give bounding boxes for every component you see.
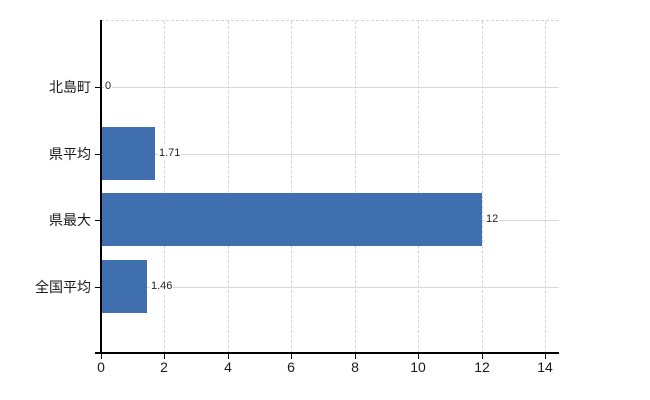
x-tick-label: 4 (224, 359, 232, 375)
y-axis-line (100, 20, 102, 354)
y-tick (95, 220, 101, 221)
x-tick (228, 354, 229, 359)
plot-top-border (101, 20, 559, 21)
value-label: 1.71 (158, 147, 182, 160)
y-tick (95, 287, 101, 288)
v-gridline (291, 21, 292, 353)
x-tick-label: 6 (287, 359, 295, 375)
x-tick (355, 354, 356, 359)
value-label: 12 (485, 213, 500, 226)
h-gridline (101, 87, 559, 88)
x-tick-label: 14 (537, 359, 553, 375)
x-tick (164, 354, 165, 359)
category-label: 北島町 (49, 79, 91, 95)
x-tick (482, 354, 483, 359)
x-tick-label: 2 (160, 359, 168, 375)
value-label: 0 (104, 80, 113, 93)
bar-category-3 (101, 260, 147, 313)
category-label: 県平均 (49, 146, 91, 162)
x-tick-label: 8 (351, 359, 359, 375)
value-label: 1.46 (150, 280, 174, 293)
category-label: 県最大 (49, 212, 91, 228)
v-gridline (228, 21, 229, 353)
bar-category-2 (101, 193, 482, 246)
v-gridline (418, 21, 419, 353)
category-label: 全国平均 (35, 279, 91, 295)
v-gridline (482, 21, 483, 353)
x-tick-label: 12 (474, 359, 490, 375)
x-tick (545, 354, 546, 359)
x-tick-label: 10 (410, 359, 426, 375)
x-tick (101, 354, 102, 359)
bar-category-1 (101, 127, 155, 180)
v-gridline (164, 21, 165, 353)
h-gridline (101, 287, 559, 288)
v-gridline (545, 21, 546, 353)
x-tick (418, 354, 419, 359)
v-gridline (355, 21, 356, 353)
h-gridline (101, 154, 559, 155)
x-tick (291, 354, 292, 359)
y-tick (95, 154, 101, 155)
x-tick-label: 0 (97, 359, 105, 375)
y-tick (95, 87, 101, 88)
x-axis-line (95, 352, 559, 354)
